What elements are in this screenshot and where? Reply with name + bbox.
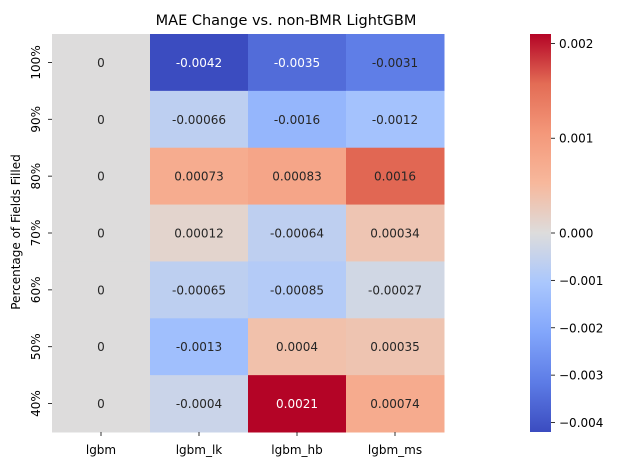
heatmap-cell [346, 261, 445, 319]
cell-value-label: -0.00065 [172, 283, 226, 297]
cell-value-label: 0.0004 [276, 340, 318, 354]
cell-value-label: 0.0021 [276, 397, 318, 411]
heatmap-cell [150, 90, 249, 149]
colorbar-tick-label: 0.001 [559, 132, 593, 146]
row-tick-labels: 100% 90% 80% 70% 60% 50% 40% [29, 45, 52, 417]
cell-value-label: 0.00035 [370, 340, 420, 354]
colorbar-tick-label: 0.002 [559, 37, 593, 51]
cell-value-label: 0 [97, 170, 105, 184]
chart-title: MAE Change vs. non-BMR LightGBM [156, 13, 417, 29]
heatmap-cell [346, 147, 445, 206]
cell-value-label: -0.0031 [372, 56, 418, 70]
cell-value-label: 0 [97, 227, 105, 241]
cell-value-label: -0.0042 [176, 56, 222, 70]
heatmap-cell [248, 147, 347, 206]
column-tick-labels: lgbm lgbm_lk lgbm_hb lgbm_ms [86, 432, 422, 457]
heatmap-cell [52, 261, 151, 319]
cell-value-label: 0.0016 [374, 170, 416, 184]
row-tick-label: 80% [29, 163, 43, 190]
cell-value-label: 0.00083 [272, 170, 322, 184]
heatmap-cell [346, 34, 445, 92]
cell-value-label: 0 [97, 397, 105, 411]
column-tick-label: lgbm_lk [176, 443, 223, 457]
colorbar-tick-label: −0.001 [559, 274, 603, 288]
row-tick-label: 100% [29, 45, 43, 79]
row-tick-label: 40% [29, 390, 43, 417]
heatmap-cell [346, 204, 445, 262]
heatmap-cells [52, 34, 445, 433]
row-tick-label: 90% [29, 106, 43, 133]
cell-value-label: 0 [97, 340, 105, 354]
cell-value-label: -0.0012 [372, 113, 418, 127]
heatmap-cell [52, 147, 151, 206]
heatmap-cell [52, 34, 151, 92]
cell-value-label: -0.0016 [274, 113, 320, 127]
heatmap-cell [150, 375, 249, 433]
colorbar-tick-label: −0.004 [559, 416, 603, 430]
colorbar-tick-label: 0.000 [559, 227, 593, 241]
heatmap-cell [52, 90, 151, 149]
cell-value-label: 0.00012 [174, 227, 224, 241]
cell-value-label: -0.00027 [368, 283, 422, 297]
colorbar-ticks: 0.002 0.001 0.000 −0.001 −0.002 −0.003 −0.004 [551, 37, 603, 430]
cell-value-label: 0.00074 [370, 397, 420, 411]
colorbar-gradient [530, 34, 551, 432]
column-tick-label: lgbm [86, 443, 116, 457]
row-tick-label: 60% [29, 277, 43, 304]
heatmap-cell [150, 204, 249, 262]
heatmap-cell [248, 318, 347, 376]
heatmap-cell [150, 147, 249, 206]
heatmap-cell [248, 34, 347, 92]
cell-value-label: -0.0013 [176, 340, 222, 354]
heatmap-cell [248, 204, 347, 262]
cell-value-label: -0.0004 [176, 397, 222, 411]
cell-value-label: -0.00085 [270, 283, 324, 297]
cell-value-label: -0.00066 [172, 113, 226, 127]
colorbar: 0.002 0.001 0.000 −0.001 −0.002 −0.003 −0.004 [530, 34, 603, 432]
heatmap-cell [150, 318, 249, 376]
cell-labels: 0 -0.0042 -0.0035 -0.0031 0 -0.00066 -0.0016 -0… [97, 56, 422, 411]
cell-value-label: 0 [97, 283, 105, 297]
heatmap-cell [52, 375, 151, 433]
heatmap-cell [346, 90, 445, 149]
heatmap-cell [248, 261, 347, 319]
cell-value-label: 0 [97, 113, 105, 127]
heatmap-cell [52, 204, 151, 262]
y-axis-label: Percentage of Fields Filled [9, 154, 23, 310]
heatmap-cell [248, 375, 347, 433]
heatmap-cell [248, 90, 347, 149]
heatmap-cell [150, 261, 249, 319]
row-tick-label: 70% [29, 220, 43, 247]
heatmap-cell [346, 318, 445, 376]
column-tick-label: lgbm_ms [368, 443, 422, 457]
heatmap-cell [346, 375, 445, 433]
heatmap-cell [150, 34, 249, 92]
column-tick-label: lgbm_hb [271, 443, 322, 457]
cell-value-label: 0.00073 [174, 170, 224, 184]
cell-value-label: -0.0035 [274, 56, 320, 70]
cell-value-label: 0 [97, 56, 105, 70]
cell-value-label: -0.00064 [270, 227, 324, 241]
colorbar-tick-label: −0.003 [559, 369, 603, 383]
row-tick-label: 50% [29, 333, 43, 360]
cell-value-label: 0.00034 [370, 227, 420, 241]
heatmap-cell [52, 318, 151, 376]
colorbar-tick-label: −0.002 [559, 321, 603, 335]
